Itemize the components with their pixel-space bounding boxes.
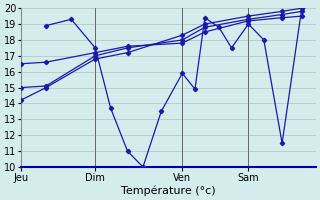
X-axis label: Température (°c): Température (°c) [121,185,216,196]
